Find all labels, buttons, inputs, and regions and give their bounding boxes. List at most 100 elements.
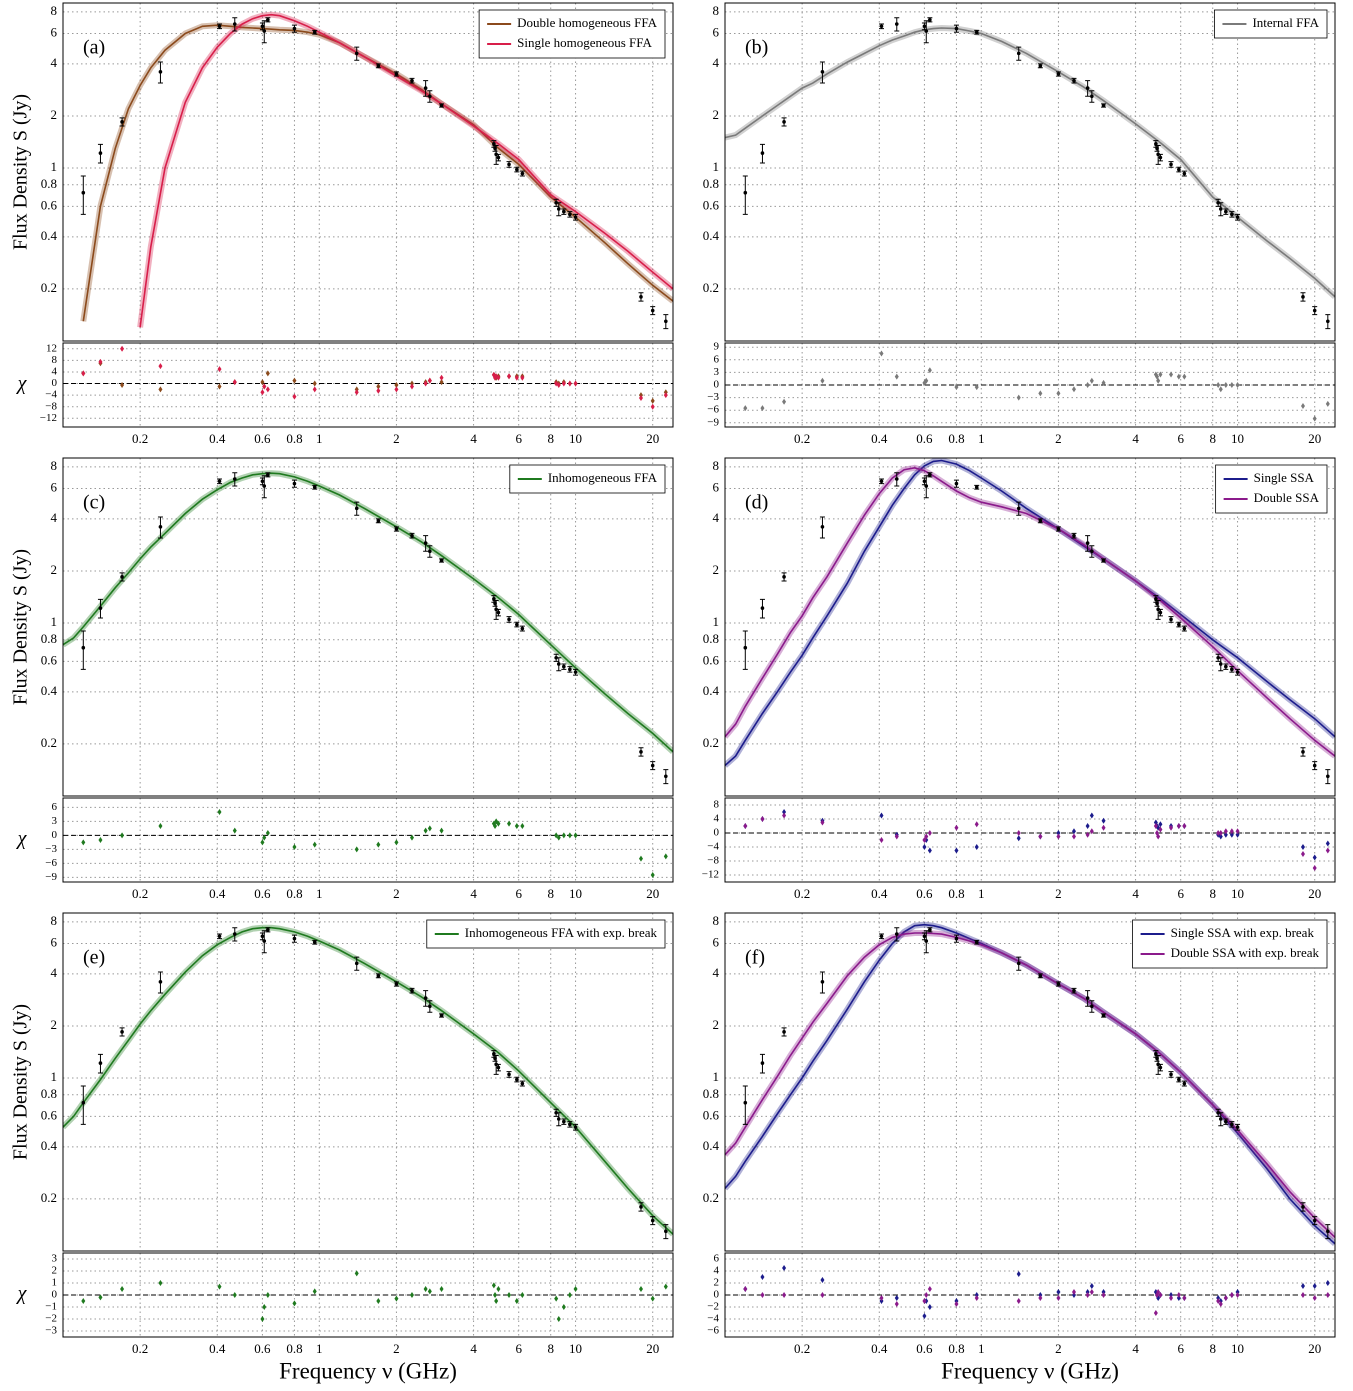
residual-point	[1089, 377, 1094, 384]
model-band	[137, 11, 673, 328]
y-tick-label: 8	[51, 3, 58, 18]
data-point	[954, 936, 959, 941]
residual-point	[1101, 817, 1106, 824]
y-tick-label: −3	[707, 391, 719, 403]
residual-point	[496, 374, 501, 381]
data-point	[98, 606, 103, 610]
residual-point	[507, 373, 512, 380]
y-tick-label: 2	[51, 1017, 58, 1032]
data-point	[1038, 64, 1043, 68]
data-point	[217, 934, 222, 939]
residual-point	[520, 823, 525, 829]
residual-point	[561, 380, 566, 387]
residual-point	[1229, 382, 1234, 388]
residual-point	[1312, 1295, 1317, 1301]
residual-point	[514, 823, 519, 829]
residual-point	[820, 819, 825, 826]
residual-point	[427, 1288, 432, 1295]
residual-point	[312, 841, 317, 848]
x-tick-label: 20	[646, 886, 659, 901]
model-curve	[725, 923, 1335, 1245]
model-curve	[63, 926, 673, 1235]
residual-point	[265, 830, 270, 836]
data-point	[928, 927, 932, 932]
residual-point	[1312, 854, 1317, 861]
x-tick-label: 0.4	[209, 886, 226, 901]
residual-point	[743, 1286, 748, 1292]
data-point	[554, 1110, 558, 1115]
residual-point	[354, 1270, 359, 1277]
residual-point	[1071, 1289, 1076, 1295]
legend: Internal FFA	[1214, 9, 1328, 39]
y-tick-label: 0	[714, 827, 720, 839]
x-tick-label: 4	[1132, 1341, 1139, 1356]
y-tick-label: 1	[51, 614, 58, 629]
x-tick-label: 10	[569, 1341, 582, 1356]
x-tick-label: 2	[393, 431, 400, 446]
x-tick-label: 20	[646, 431, 659, 446]
residual-point	[394, 386, 399, 393]
residual-point	[120, 382, 125, 388]
residual-point	[520, 1292, 525, 1298]
legend-box	[1215, 464, 1328, 514]
residual-point	[1156, 833, 1161, 840]
residual-point	[1016, 1298, 1021, 1304]
residual-point	[954, 847, 959, 854]
y-tick-label: 0.6	[703, 1107, 720, 1122]
data-point	[894, 477, 899, 481]
data-point	[562, 1119, 566, 1124]
data-point	[292, 481, 297, 486]
panel: 0.2 0.4 0.6 0.8 1 2 4 6 8 10 200.20.40.60.812468−3…	[10, 912, 674, 1383]
x-tick-label: 8	[547, 886, 554, 901]
x-tick-label: 20	[646, 1341, 659, 1356]
data-point	[922, 934, 927, 939]
panel: 0.2 0.4 0.6 0.8 1 2 4 6 8 10 20 0.2 0.4 0.6 0.8 1 2 4 6 8 −1…	[702, 457, 1336, 901]
data-point	[520, 1081, 525, 1086]
legend: Double homogeneous FFA Single homogeneous…	[478, 9, 666, 59]
data-point	[1090, 94, 1094, 99]
residual-point	[820, 1292, 825, 1298]
x-tick-label: 1	[978, 886, 985, 901]
x-tick-label: 2	[1055, 1341, 1062, 1356]
data-point	[879, 934, 884, 939]
residual-point	[120, 345, 125, 352]
x-tick-label: 0.8	[286, 431, 302, 446]
data-point	[974, 30, 979, 35]
data-point	[1016, 961, 1021, 966]
y-axis-label: Flux Density S (Jy)	[10, 94, 32, 250]
data-point	[928, 17, 932, 22]
y-tick-label: 2	[713, 1017, 720, 1032]
residual-point	[1038, 1295, 1043, 1301]
residual-point	[638, 1286, 643, 1292]
data-point	[1216, 1110, 1220, 1115]
residual-point	[423, 380, 428, 387]
model-band	[725, 930, 1335, 1240]
data-point	[520, 626, 525, 631]
residual-point	[879, 812, 884, 819]
data-point	[1085, 86, 1090, 90]
y-tick-label: 6	[51, 24, 58, 39]
residual-point	[879, 837, 884, 843]
error-bar	[742, 630, 748, 670]
data-point	[1158, 1065, 1163, 1070]
x-axis-label: Frequency ν (GHz)	[279, 1358, 457, 1383]
residual-point	[292, 844, 297, 850]
data-point	[1056, 982, 1061, 986]
data-point	[1218, 207, 1223, 211]
residual-point	[496, 1286, 501, 1292]
data-point	[1230, 1122, 1234, 1127]
y-tick-label: 4	[52, 365, 58, 377]
data-point	[820, 525, 825, 529]
data-point	[1326, 319, 1330, 324]
data-point	[1016, 51, 1021, 56]
data-point	[954, 481, 959, 486]
residual-point	[1176, 373, 1181, 380]
residual-point	[312, 386, 317, 393]
y-tick-label: −8	[707, 855, 719, 867]
data-point	[1101, 1013, 1106, 1018]
data-point	[120, 1030, 124, 1034]
y-tick-label: 8	[714, 799, 720, 811]
data-point	[879, 479, 884, 484]
residual-point	[98, 1294, 103, 1301]
x-tick-label: 10	[1231, 1341, 1244, 1356]
